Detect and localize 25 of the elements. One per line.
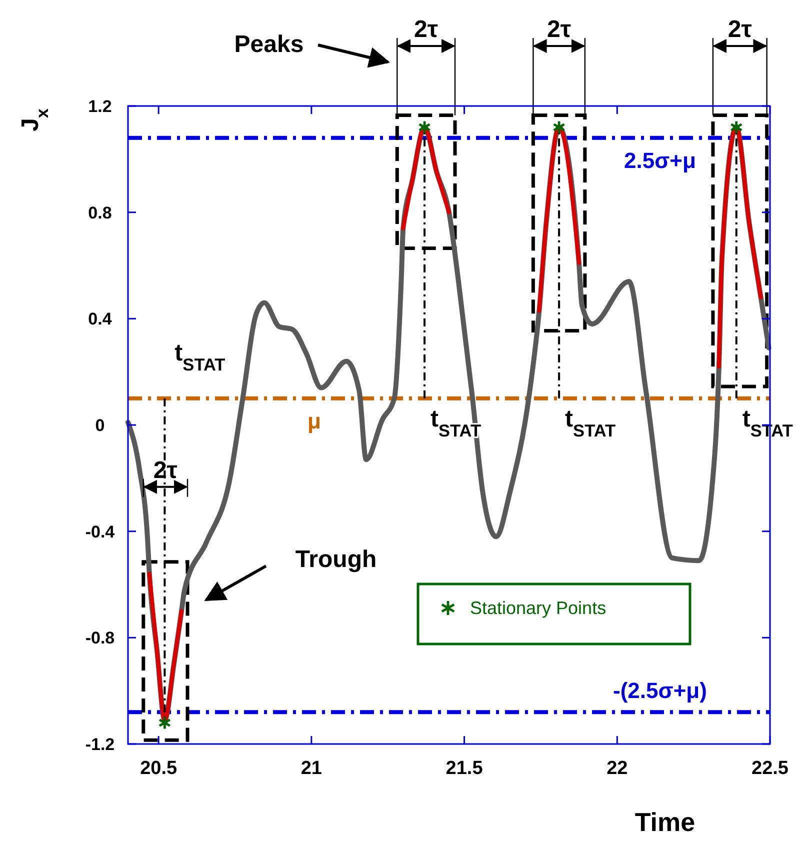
- annotation: t$_{STAT}$: [174, 339, 226, 374]
- y-tick-label: 0.8: [88, 203, 112, 222]
- ref-line-label: -(2.5σ+μ): [613, 678, 707, 704]
- y-tick-label: 1.2: [88, 97, 112, 116]
- ref-line-label: 2.5σ+μ: [624, 148, 696, 173]
- y-tick-label: 0: [95, 416, 105, 435]
- x-tick-label: 21: [300, 758, 322, 779]
- x-axis-title: Time: [634, 807, 696, 837]
- text: 2τ: [547, 16, 572, 43]
- x-tick-label: 22: [606, 758, 628, 779]
- x-tick-label: 20.5: [140, 758, 178, 779]
- text: 2τ: [414, 16, 438, 43]
- annotation: t$_{STAT}$: [565, 405, 616, 440]
- y-tick-label: 0.4: [88, 310, 112, 329]
- y-tick-label: -0.4: [85, 522, 116, 542]
- annotation: 2τ: [153, 456, 178, 484]
- ref-line-label: μ: [307, 408, 321, 434]
- y-tick-label: -1.2: [85, 735, 115, 754]
- annotation: Trough: [295, 546, 377, 573]
- x-tick-label: 22.5: [752, 758, 789, 779]
- legend-label: Stationary Points: [470, 598, 606, 618]
- text: Peaks: [234, 31, 304, 58]
- y-tick-label: -0.8: [85, 628, 115, 648]
- x-tick-label: 21.5: [446, 758, 484, 779]
- text: 2τ: [728, 16, 752, 43]
